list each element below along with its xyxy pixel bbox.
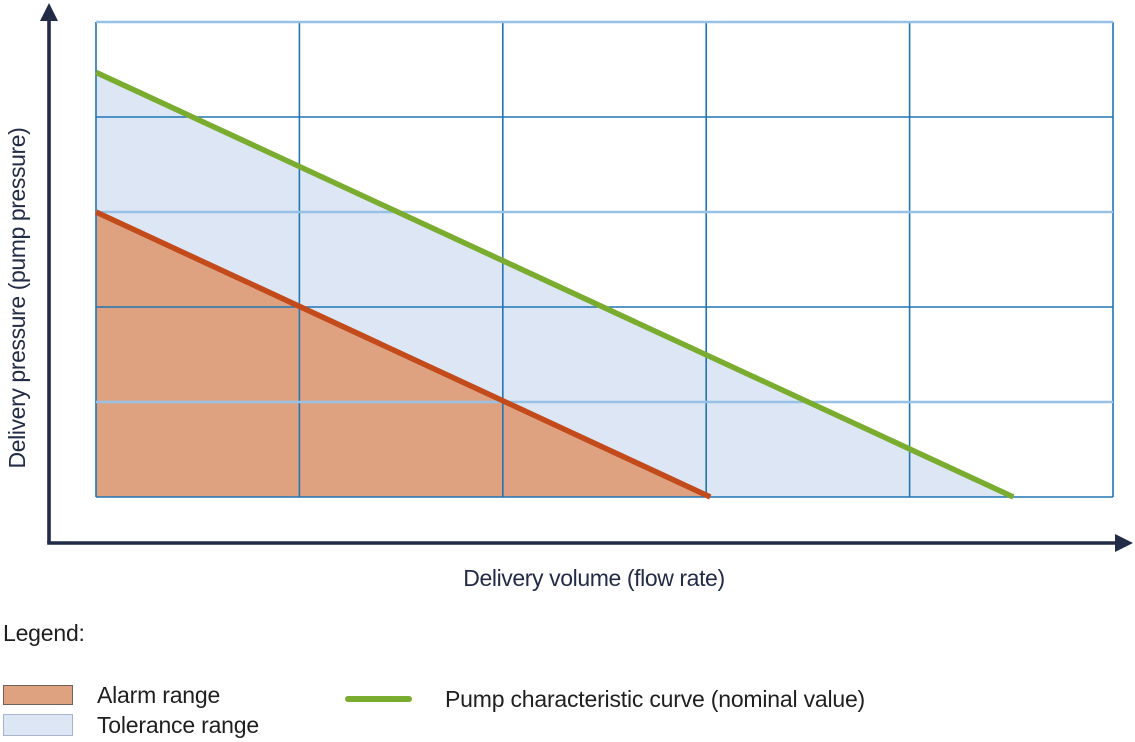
alarm-range-label: Alarm range — [97, 682, 221, 708]
x-axis-label: Delivery volume (flow rate) — [463, 565, 724, 591]
nominal-curve-line — [94, 69, 1015, 500]
tolerance-range-swatch — [3, 714, 73, 736]
nominal-curve-label: Pump characteristic curve (nominal value… — [445, 686, 866, 712]
y-axis-label: Delivery pressure (pump pressure) — [4, 128, 30, 469]
x-axis-arrowhead-icon — [1115, 534, 1133, 552]
tolerance-range-label: Tolerance range — [97, 712, 259, 738]
nominal-curve-swatch — [345, 696, 412, 702]
chart-canvas: Delivery volume (flow rate) Delivery pre… — [4, 3, 1133, 591]
alarm-boundary-line — [94, 209, 712, 500]
legend-heading: Legend: — [3, 620, 85, 646]
chart-plot-area — [40, 3, 1133, 552]
y-axis-arrowhead-icon — [40, 3, 58, 21]
alarm-range-swatch — [3, 685, 73, 705]
